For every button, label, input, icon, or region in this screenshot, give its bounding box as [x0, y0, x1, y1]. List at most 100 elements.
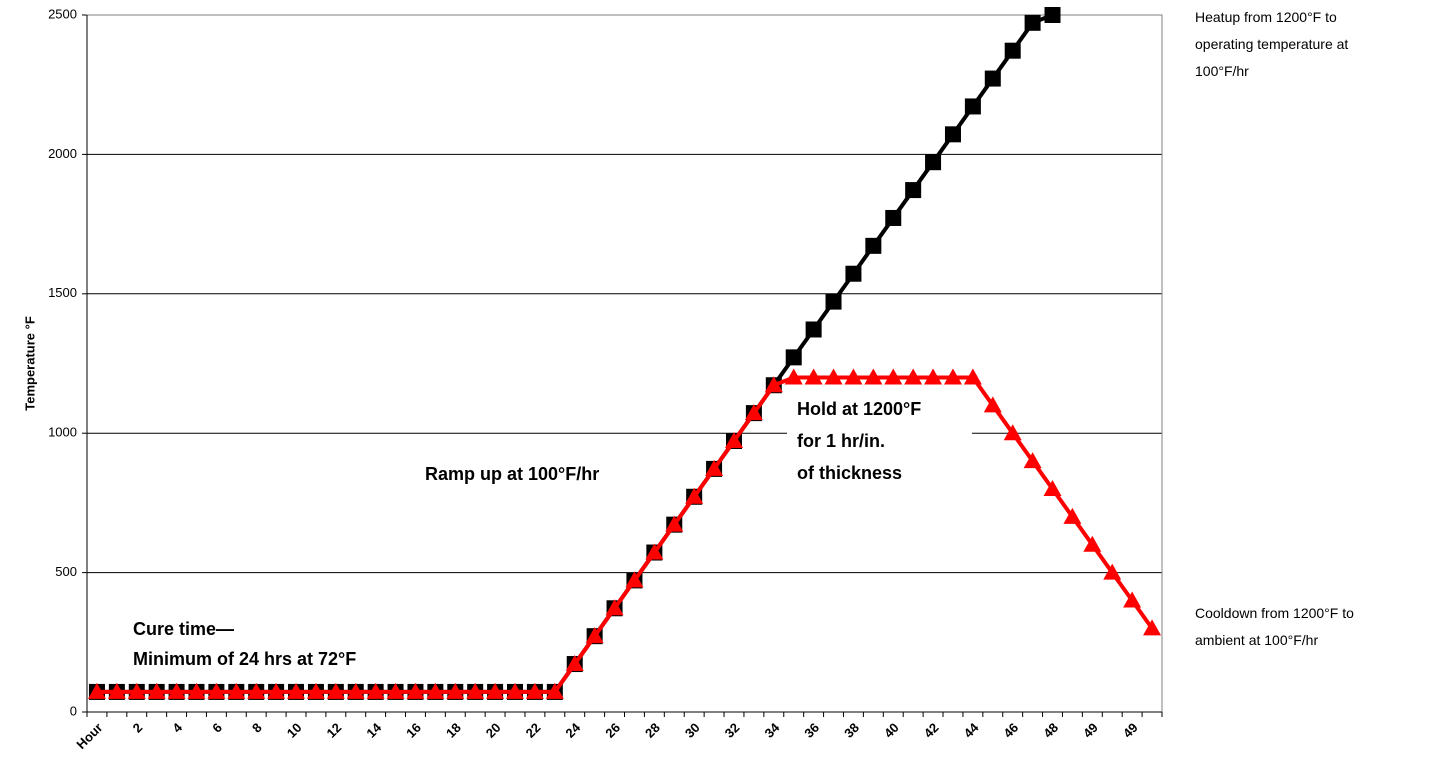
annotation: Minimum of 24 hrs at 72°F: [133, 649, 356, 669]
marker-triangle: [187, 682, 206, 699]
marker-triangle: [87, 682, 106, 699]
marker-square: [1044, 7, 1061, 23]
marker-triangle: [426, 682, 445, 699]
x-tick-label: 40: [881, 720, 902, 741]
marker-triangle: [227, 682, 246, 699]
y-axis-label: Temperature °F: [22, 316, 37, 411]
marker-triangle: [625, 571, 644, 588]
marker-triangle: [207, 682, 226, 699]
marker-triangle: [346, 682, 365, 699]
x-tick-label: 10: [284, 720, 305, 741]
annotation: Ramp up at 100°F/hr: [425, 464, 599, 484]
annotation-bg: [787, 390, 972, 494]
marker-triangle: [645, 543, 664, 560]
marker-triangle: [1023, 452, 1042, 469]
marker-triangle: [924, 368, 943, 385]
legend-line: Heatup from 1200°F to: [1195, 9, 1341, 25]
y-tick-label: 2500: [48, 6, 77, 21]
annotation: Hold at 1200°F: [797, 399, 921, 419]
marker-triangle: [466, 682, 485, 699]
x-tick-label: 32: [722, 720, 743, 741]
marker-square: [964, 98, 981, 115]
annotation: Cure time—: [133, 619, 234, 639]
marker-triangle: [764, 376, 783, 393]
x-tick-label: 24: [562, 719, 583, 740]
x-tick-label: 28: [642, 720, 663, 741]
marker-triangle: [147, 682, 166, 699]
x-tick-label: 26: [602, 720, 623, 741]
marker-square: [825, 293, 842, 310]
marker-square: [805, 321, 822, 338]
marker-triangle: [107, 682, 126, 699]
marker-triangle: [1123, 591, 1142, 608]
marker-triangle: [366, 682, 385, 699]
legend-line: Cooldown from 1200°F to: [1195, 605, 1358, 621]
y-tick-label: 0: [70, 703, 77, 718]
marker-triangle: [844, 368, 863, 385]
marker-triangle: [605, 599, 624, 616]
marker-square: [1024, 14, 1041, 31]
marker-triangle: [525, 682, 544, 699]
x-tick-label: 2: [130, 720, 146, 736]
marker-triangle: [486, 682, 505, 699]
marker-triangle: [585, 627, 604, 644]
marker-square: [944, 126, 961, 143]
marker-triangle: [446, 682, 465, 699]
marker-square: [925, 154, 942, 171]
marker-triangle: [247, 682, 266, 699]
marker-triangle: [267, 682, 286, 699]
marker-triangle: [724, 432, 743, 449]
series-line: [96, 375, 1154, 694]
marker-square: [885, 209, 902, 226]
x-tick-label: 22: [523, 720, 544, 741]
marker-triangle: [1083, 535, 1102, 552]
x-tick-label: 30: [682, 720, 703, 741]
x-tick-label: 14: [363, 719, 384, 740]
x-tick-label: 12: [324, 720, 345, 741]
annotation: of thickness: [797, 463, 902, 483]
marker-triangle: [1043, 479, 1062, 496]
marker-square: [845, 265, 862, 282]
marker-square: [905, 182, 922, 199]
marker-square: [1004, 42, 1021, 59]
marker-triangle: [287, 682, 306, 699]
marker-triangle: [963, 368, 982, 385]
plot-frame: [86, 14, 1163, 713]
marker-triangle: [127, 682, 146, 699]
marker-triangle: [167, 682, 186, 699]
y-tick-label: 1500: [48, 285, 77, 300]
x-tick-label: 48: [1040, 720, 1061, 741]
x-tick-label: 38: [841, 720, 862, 741]
legend-line: operating temperature at: [1195, 36, 1352, 52]
marker-triangle: [1063, 507, 1082, 524]
y-tick-label: 2000: [48, 146, 77, 161]
marker-triangle: [565, 655, 584, 672]
marker-triangle: [824, 368, 843, 385]
marker-triangle: [744, 404, 763, 421]
marker-triangle: [386, 682, 405, 699]
x-tick-label: 46: [1000, 720, 1021, 741]
x-tick-label: 18: [443, 720, 464, 741]
x-tick-label: 49: [1120, 720, 1141, 741]
x-tick-label: Hour: [73, 720, 105, 752]
marker-triangle: [685, 487, 704, 504]
marker-triangle: [545, 682, 564, 699]
x-tick-label: 42: [921, 720, 942, 741]
marker-triangle: [904, 368, 923, 385]
y-tick-label: 1000: [48, 425, 77, 440]
x-tick-label: 8: [249, 720, 265, 736]
legend-entry: Heatup from 1200°F to operating temperat…: [1195, 9, 1352, 79]
marker-triangle: [406, 682, 425, 699]
marker-triangle: [306, 682, 325, 699]
marker-triangle: [804, 368, 823, 385]
marker-triangle: [1003, 424, 1022, 441]
marker-triangle: [983, 396, 1002, 413]
marker-triangle: [1103, 563, 1122, 580]
x-tick-label: 49: [1080, 720, 1101, 741]
marker-triangle: [705, 459, 724, 476]
marker-triangle: [665, 515, 684, 532]
x-tick-label: 34: [762, 719, 783, 740]
annotation: for 1 hr/in.: [797, 431, 885, 451]
